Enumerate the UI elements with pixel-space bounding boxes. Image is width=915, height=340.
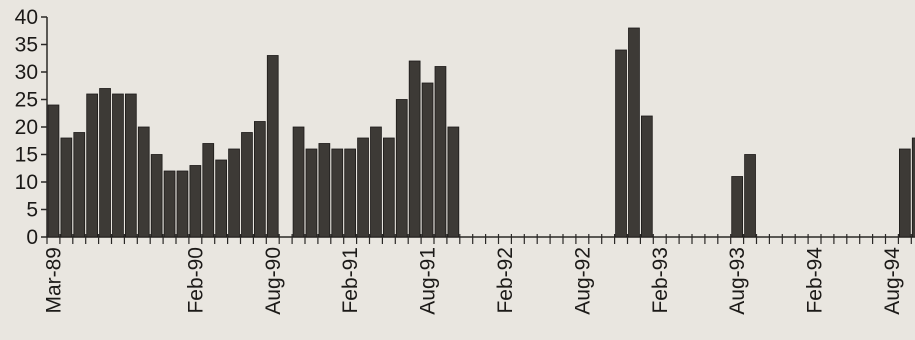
bar [86, 93, 98, 238]
bar [331, 148, 344, 238]
bar [228, 148, 240, 238]
x-tick-label: Feb-93 [649, 247, 672, 314]
bar [628, 27, 640, 238]
y-tick-label: 0 [26, 226, 38, 249]
bars [47, 27, 915, 238]
bar [382, 137, 395, 238]
bar [176, 170, 189, 238]
y-tick-label: 10 [15, 171, 38, 194]
bar [99, 88, 111, 238]
bar [150, 154, 163, 238]
bar [357, 137, 369, 238]
x-axis: Mar-89 Feb-90 Aug-90 Feb-91 Aug-91 Feb-92 Aug-… [42, 234, 915, 315]
bar [395, 99, 408, 238]
y-tick-label: 35 [15, 34, 38, 57]
x-tick-label: Feb-94 [804, 247, 827, 314]
bar [266, 55, 279, 238]
x-tick-label: Feb-90 [184, 247, 207, 314]
bar [434, 66, 447, 238]
x-tick-label: Mar-89 [42, 247, 65, 314]
bar [305, 148, 318, 238]
y-tick-label: 20 [15, 116, 38, 139]
bar [189, 165, 202, 238]
bar [408, 60, 421, 238]
bar [125, 93, 137, 238]
y-axis: 0 5 10 15 20 25 30 35 40 [15, 6, 48, 249]
y-tick-label: 5 [26, 199, 38, 222]
bar [215, 159, 227, 238]
bar [744, 154, 756, 238]
x-tick-label: Aug-90 [262, 247, 285, 315]
bar [202, 143, 215, 238]
bar [60, 137, 73, 238]
y-tick-label: 40 [15, 6, 38, 29]
x-tick-label: Feb-91 [339, 247, 362, 314]
bar [318, 143, 331, 238]
x-tick-label: Aug-94 [881, 247, 904, 315]
x-tick-label: Aug-92 [571, 247, 594, 315]
bar [911, 137, 915, 238]
bar [241, 132, 253, 238]
bar [899, 148, 911, 238]
x-tick-label: Aug-93 [726, 247, 749, 315]
bar [344, 148, 357, 238]
bar [292, 126, 305, 238]
y-tick-label: 15 [15, 144, 38, 167]
y-tick-label: 25 [15, 89, 38, 112]
x-tick-label: Feb-92 [494, 247, 517, 314]
bar [137, 126, 150, 238]
x-tick-label: Aug-91 [417, 247, 440, 315]
bar [370, 126, 382, 238]
bar [615, 49, 627, 238]
bar [253, 121, 266, 238]
y-tick-label: 30 [15, 61, 38, 84]
bar [447, 126, 460, 238]
bar [731, 176, 744, 238]
bar [112, 93, 124, 238]
bar [163, 170, 176, 238]
bar [73, 132, 86, 238]
bar [47, 104, 60, 238]
bar [641, 115, 653, 238]
bar [421, 82, 434, 238]
